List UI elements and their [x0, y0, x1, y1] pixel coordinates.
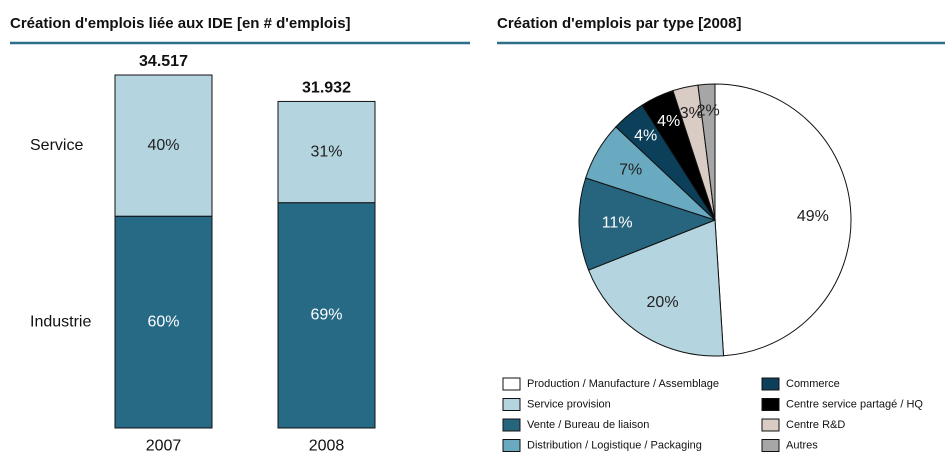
slice-label: 11%	[602, 214, 633, 231]
legend-label: Autres	[786, 439, 818, 451]
legend-swatch	[502, 398, 521, 411]
segment-label: 69%	[310, 307, 342, 324]
legend-label: Distribution / Logistique / Packaging	[527, 439, 702, 451]
legend-label: Centre service partagé / HQ	[786, 398, 923, 410]
slice-label: 20%	[647, 294, 679, 311]
legend-swatch	[502, 377, 521, 391]
segment-label: 31%	[310, 143, 342, 160]
legend-swatch	[502, 418, 521, 432]
bar-segment	[277, 100, 376, 204]
bar-segment	[114, 74, 213, 217]
pie-slice	[697, 83, 716, 221]
x-tick-label: 2007	[146, 437, 182, 454]
bar-chart-title: Création d'emplois liée aux IDE [en # d'…	[10, 15, 351, 32]
total-label: 34.517	[139, 53, 188, 70]
segment-label: 60%	[147, 313, 179, 330]
legend-label: Production / Manufacture / Assemblage	[527, 378, 719, 390]
legend-label: Centre R&D	[786, 419, 845, 431]
slice-label: 4%	[634, 127, 657, 144]
legend-label: Service provision	[527, 398, 611, 410]
pie-slice	[578, 177, 717, 271]
total-label: 31.932	[302, 80, 351, 97]
legend-label: Vente / Bureau de liaison	[527, 419, 649, 431]
bar-segment	[277, 202, 376, 429]
legend-swatch	[761, 418, 780, 432]
series-label: Service	[30, 137, 83, 154]
slice-label: 49%	[797, 208, 829, 225]
x-tick-label: 2008	[309, 437, 345, 454]
pie-chart-title: Création d'emplois par type [2008]	[497, 15, 741, 32]
legend-swatch	[761, 439, 780, 452]
slice-label: 3%	[680, 105, 703, 122]
legend-swatch	[761, 377, 780, 391]
legend-swatch	[761, 398, 780, 411]
pie-slice	[587, 219, 725, 357]
bar-segment	[114, 215, 213, 429]
pie-slice	[714, 83, 852, 357]
slice-label: 2%	[697, 103, 720, 120]
legend-label: Commerce	[786, 378, 840, 390]
slice-label: 7%	[619, 161, 642, 178]
legend-swatch	[502, 439, 521, 452]
slice-label: 4%	[657, 113, 680, 130]
series-label: Industrie	[30, 313, 91, 330]
segment-label: 40%	[147, 137, 179, 154]
